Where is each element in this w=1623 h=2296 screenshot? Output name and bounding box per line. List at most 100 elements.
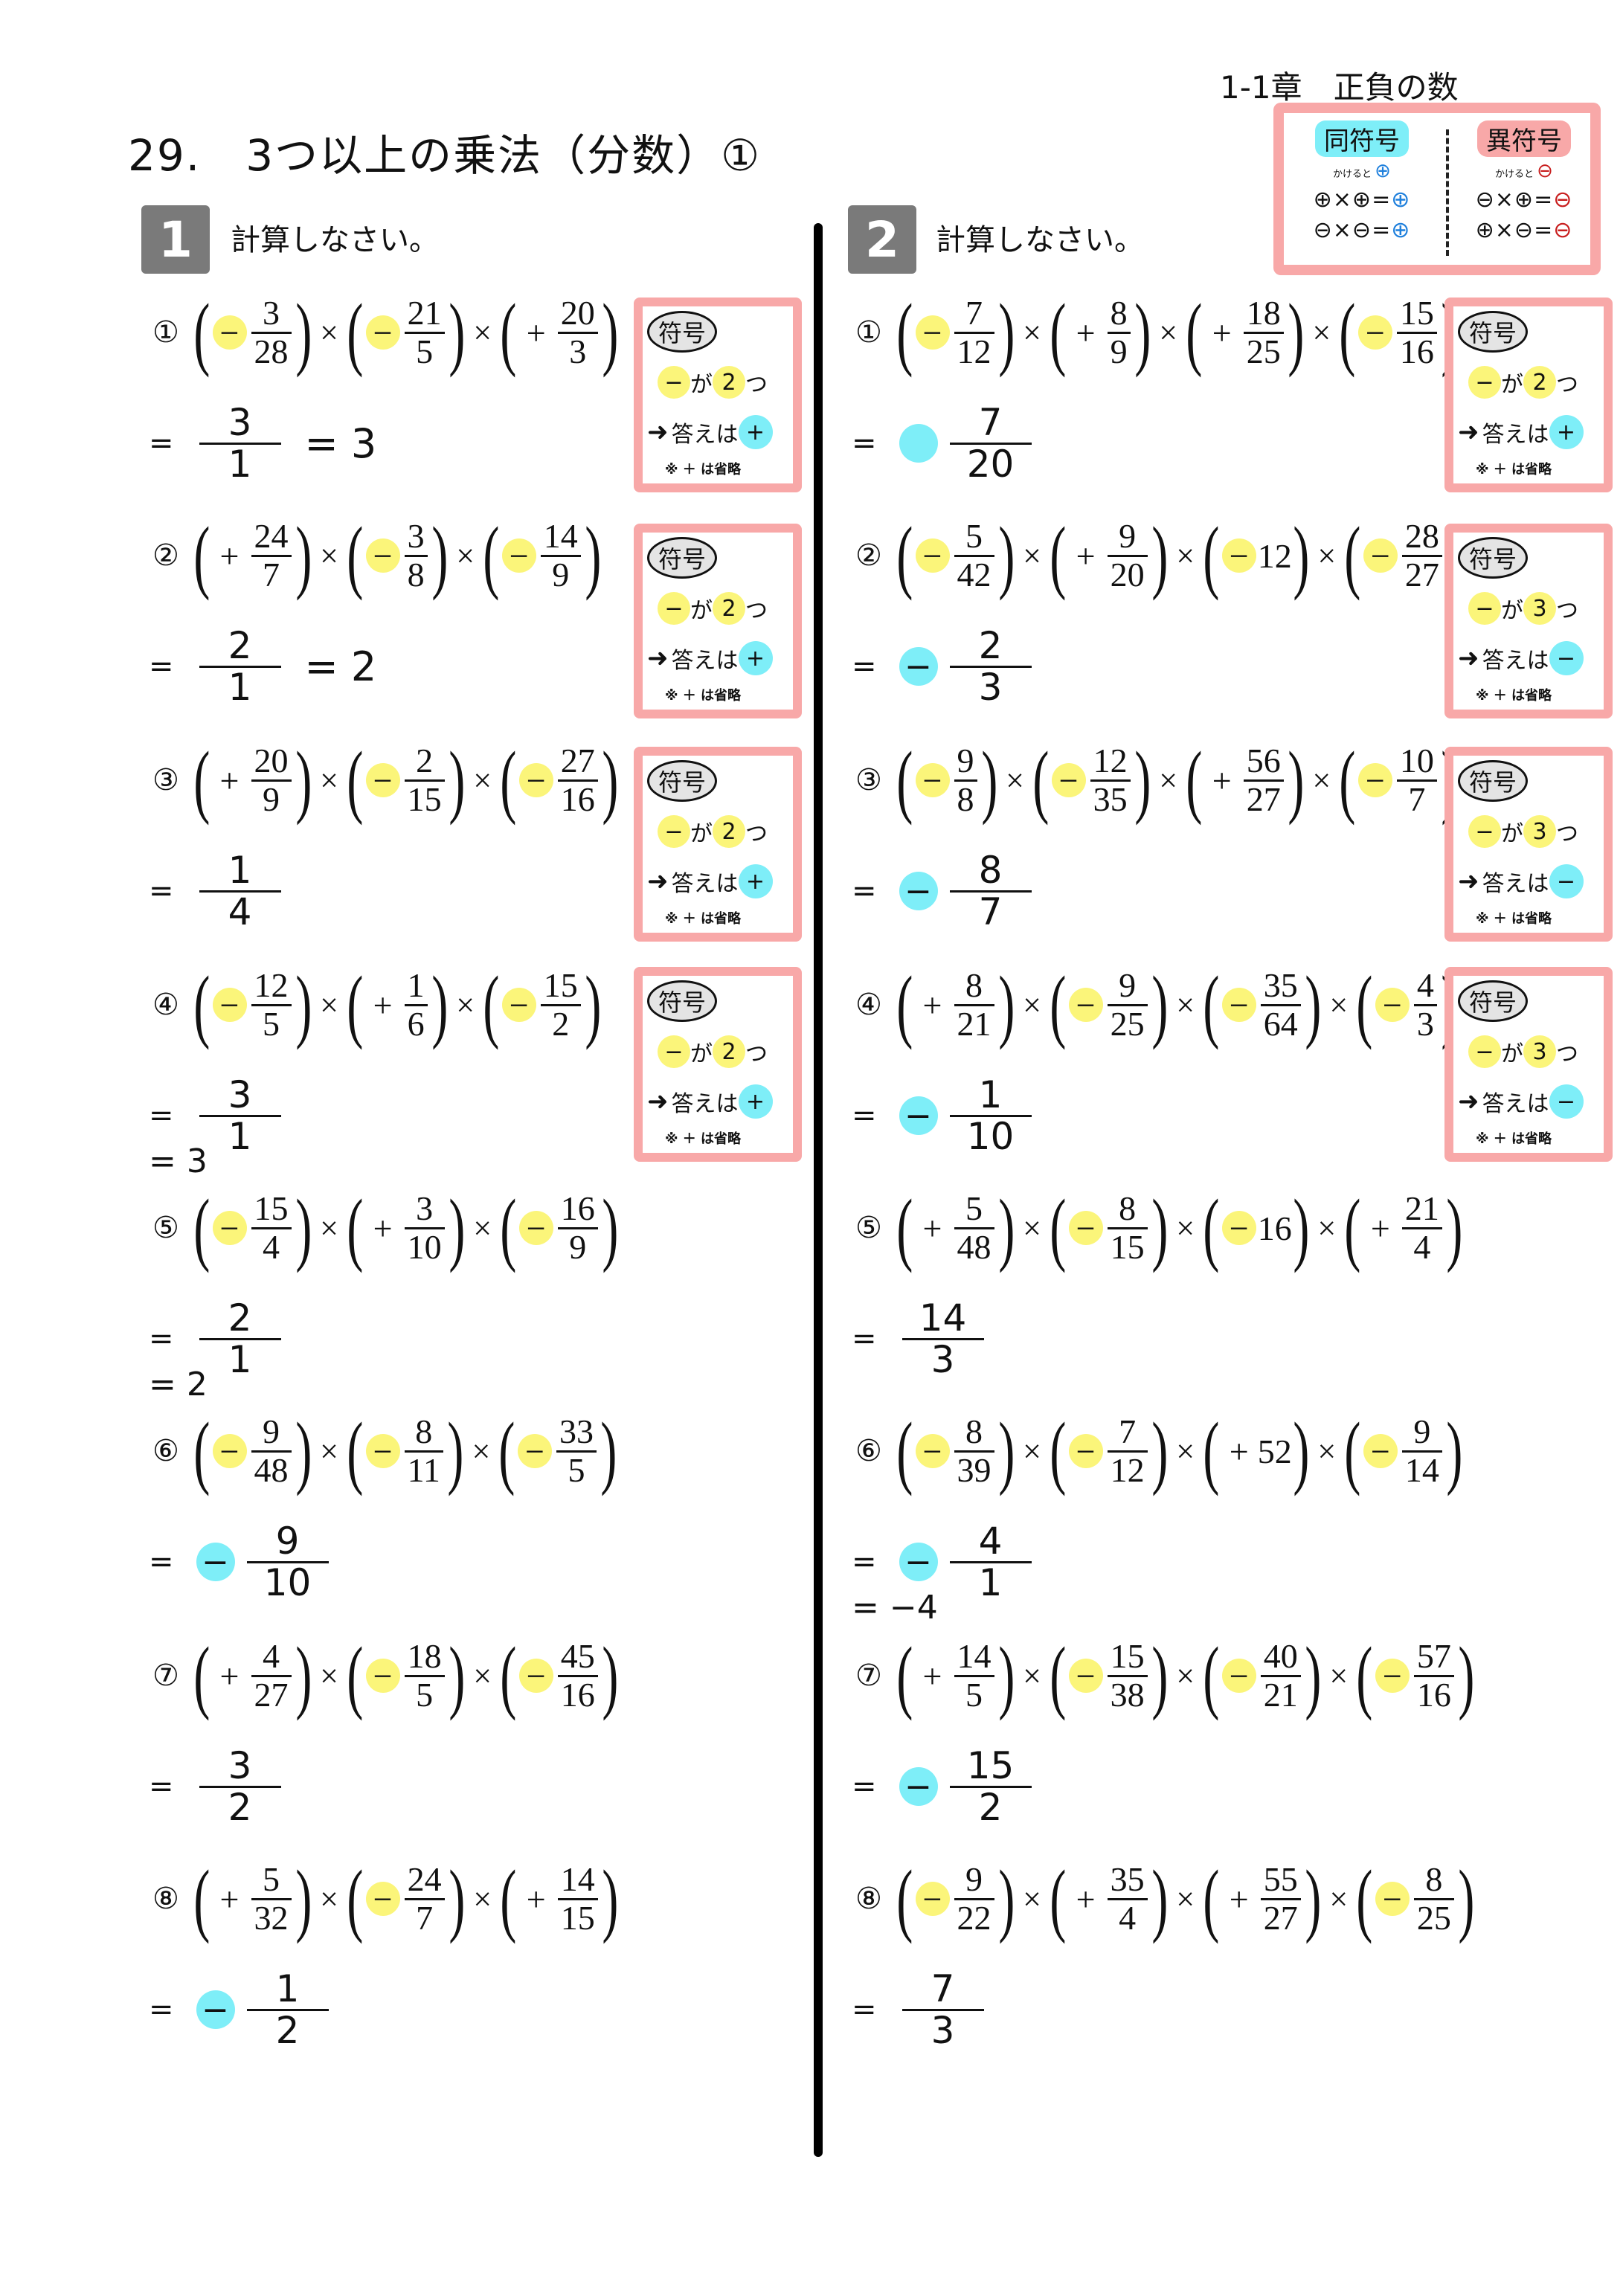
fraction-bar [251, 1003, 292, 1006]
answer-sign-line: ➜ 答えは + [1458, 415, 1584, 449]
sign-note-card: 符号 − が 2 つ ➜ 答えは + ※ ＋ は省略 [634, 524, 802, 718]
diff-sign-note: かけると [1495, 169, 1534, 180]
fraction-bar [949, 1785, 1032, 1788]
times-sign: × [473, 762, 492, 799]
paren-open: ( [896, 1406, 913, 1496]
sign: − [1068, 1209, 1103, 1247]
fraction: 35 4 [1107, 1861, 1148, 1936]
equals-sign: = [852, 426, 877, 460]
denominator: 9 [263, 779, 280, 818]
fraction-bar [199, 1785, 281, 1788]
fraction: 15 38 [1107, 1637, 1148, 1714]
denominator: 10 [966, 1114, 1015, 1158]
minus-count: 2 [1523, 366, 1556, 399]
fraction-bar [404, 331, 445, 334]
denominator: 20 [1110, 555, 1145, 594]
paren-close: ) [1151, 1853, 1168, 1944]
minus-count-line: − が 2 つ [658, 815, 768, 848]
equals-sign: = [149, 1769, 174, 1804]
paren-close: ) [1134, 735, 1151, 826]
numerator: 15 [1110, 1637, 1145, 1676]
times-sign: × [320, 1209, 338, 1247]
fraction: 12 5 [251, 966, 292, 1042]
factor: (−33 5) [498, 1410, 617, 1492]
problem-number: ④ [152, 988, 179, 1022]
sign: − [518, 1432, 553, 1470]
minus-count: 3 [1523, 815, 1556, 848]
minus-count-line: − が 3 つ [1468, 815, 1578, 848]
equals-sign: = [852, 1993, 877, 2027]
times-sign: × [320, 1432, 338, 1470]
answer-8: = 7 3 [852, 1969, 987, 2050]
numerator: 7 [1119, 1412, 1137, 1451]
denominator: 15 [407, 779, 442, 818]
numerator: 8 [1119, 1189, 1137, 1228]
sign: + [373, 1209, 393, 1247]
denominator: 14 [1404, 1450, 1439, 1489]
denominator: 2 [228, 1785, 252, 1829]
numerator: 9 [1413, 1412, 1431, 1451]
numerator: 9 [965, 1860, 983, 1899]
paren-open: ( [1356, 1853, 1373, 1944]
fraction: 9 25 [1107, 967, 1148, 1043]
denominator: 42 [957, 555, 992, 594]
paren-open: ( [498, 1406, 515, 1496]
answer-label: 答えは [1482, 422, 1549, 448]
fraction: 3 10 [404, 1189, 445, 1265]
fraction-bar [1260, 1674, 1301, 1677]
sign: − [212, 986, 247, 1024]
factor: (−9 25) [1049, 964, 1169, 1046]
minus-count: 3 [1523, 1035, 1556, 1068]
times-sign: × [1023, 1657, 1041, 1694]
denominator: 38 [1110, 1675, 1145, 1714]
paren-open: ( [1203, 1406, 1220, 1496]
factor: (−9 14) [1343, 1410, 1463, 1492]
denominator: 4 [1413, 1227, 1431, 1266]
integer: 12 [1257, 536, 1292, 575]
paren-close: ) [1293, 1406, 1310, 1496]
sign: − [365, 762, 400, 800]
factor: (−8 39) [896, 1410, 1015, 1492]
fraction: 12 35 [1090, 742, 1131, 817]
fraction-bar [954, 1450, 994, 1453]
fraction-bar [540, 554, 581, 557]
factor: (−24 7) [346, 1858, 466, 1940]
sign: − [1363, 1432, 1398, 1470]
paren-close: ) [602, 1183, 619, 1273]
factor: (−12 5) [193, 964, 312, 1046]
factor: (+20 9) [193, 739, 312, 821]
fraction-bar [404, 1450, 443, 1453]
fraction-bar [954, 1003, 994, 1006]
denominator: 2 [275, 2008, 300, 2052]
fraction-bar [251, 779, 292, 782]
denominator: 27 [1263, 1898, 1298, 1937]
numerator: 15 [966, 1744, 1015, 1787]
minus-sign: − [658, 815, 690, 848]
factor: (+18 25) [1185, 292, 1305, 373]
factor: (+1 6) [346, 964, 449, 1046]
numerator: 24 [407, 1860, 442, 1899]
numerator: 3 [416, 1189, 434, 1228]
minus-count-line: − が 2 つ [658, 592, 768, 625]
denominator: 5 [965, 1675, 983, 1714]
factor: (−35 64) [1202, 964, 1322, 1046]
section-1-instruction: 計算しなさい。 [231, 223, 439, 257]
denominator: 16 [1399, 332, 1434, 370]
answer-sign: + [738, 1084, 773, 1119]
answer-fraction: 15 2 [949, 1744, 1032, 1827]
fraction: 20 3 [557, 295, 598, 370]
numerator: 20 [254, 742, 289, 780]
numerator: 12 [254, 966, 289, 1005]
equals-sign: = [852, 1545, 877, 1579]
denominator: 25 [1110, 1004, 1145, 1043]
numerator: 1 [978, 1073, 1003, 1116]
minus-sign-highlight: − [196, 1990, 235, 2029]
fraction-bar [954, 779, 977, 782]
sign: − [1068, 986, 1103, 1024]
numerator: 5 [965, 1189, 983, 1228]
factor: (+8 9) [1049, 292, 1151, 373]
numerator: 40 [1263, 1637, 1298, 1676]
